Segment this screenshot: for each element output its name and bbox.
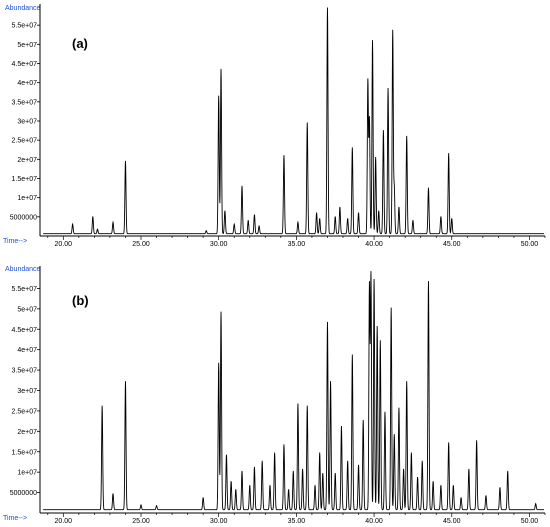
y-tick-label: 5.5e+07 bbox=[12, 23, 38, 30]
x-tick-label: 50.00 bbox=[521, 518, 539, 525]
y-tick-label: 4.5e+07 bbox=[12, 61, 38, 68]
x-tick-label: 45.00 bbox=[443, 518, 461, 525]
panel-a-x-axis-corner-label: Time--> bbox=[3, 238, 27, 245]
panel-b-label: (b) bbox=[72, 293, 89, 308]
y-tick-label: 3.5e+07 bbox=[12, 99, 38, 106]
y-tick-label: 3e+07 bbox=[17, 119, 37, 126]
panel-b-x-axis-corner-label: Time--> bbox=[3, 515, 27, 522]
y-tick-label: 3e+07 bbox=[17, 388, 37, 395]
y-tick-label: 2.5e+07 bbox=[12, 138, 38, 145]
panel-b-y-axis: 5000000 1e+07 1.5e+07 2e+07 2.5e+07 3e+07 3.5e… bbox=[10, 286, 40, 497]
y-tick-label: 1e+07 bbox=[17, 195, 37, 202]
panel-a-y-axis-corner-label: Abundance bbox=[5, 5, 41, 12]
x-tick-label: 40.00 bbox=[365, 518, 383, 525]
x-tick-label: 40.00 bbox=[365, 241, 383, 248]
x-tick-label: 50.00 bbox=[521, 241, 539, 248]
y-tick-label: 1.5e+07 bbox=[12, 449, 38, 456]
y-tick-label: 2e+07 bbox=[17, 157, 37, 164]
y-tick-label: 4e+07 bbox=[17, 80, 37, 87]
x-tick-label: 25.00 bbox=[132, 241, 150, 248]
panel-a-y-axis: 5000000 1e+07 1.5e+07 2e+07 2.5e+07 3e+07 3.5e… bbox=[10, 23, 40, 221]
x-tick-label: 30.00 bbox=[210, 241, 228, 248]
panel-b-x-axis: 20.00 25.00 30.00 35.00 40.00 45.00 50.00 bbox=[47, 513, 546, 525]
chromatogram-panel-b: Abundance Time--> (b) 5000000 1e+07 1.5e+0… bbox=[3, 266, 546, 525]
x-tick-label: 30.00 bbox=[210, 518, 228, 525]
y-tick-label: 2.5e+07 bbox=[12, 408, 38, 415]
x-tick-label: 45.00 bbox=[443, 241, 461, 248]
x-tick-label: 20.00 bbox=[55, 518, 73, 525]
x-tick-label: 35.00 bbox=[288, 518, 306, 525]
panel-b-signal-trace bbox=[43, 271, 545, 511]
y-tick-label: 5e+07 bbox=[17, 42, 37, 49]
y-tick-label: 4.5e+07 bbox=[12, 327, 38, 334]
panel-a-signal-trace bbox=[43, 7, 545, 235]
chromatogram-panel-a: Abundance Time--> (a) 5000000 1e+07 1.5e+0… bbox=[3, 4, 546, 248]
y-tick-label: 2e+07 bbox=[17, 429, 37, 436]
y-tick-label: 5.5e+07 bbox=[12, 286, 38, 293]
y-tick-label: 1.5e+07 bbox=[12, 176, 38, 183]
y-tick-label: 4e+07 bbox=[17, 347, 37, 354]
y-tick-label: 1e+07 bbox=[17, 470, 37, 477]
x-tick-label: 20.00 bbox=[55, 241, 73, 248]
panel-a-x-axis: 20.00 25.00 30.00 35.00 40.00 45.00 50.00 bbox=[47, 236, 546, 248]
panel-a-label: (a) bbox=[72, 36, 88, 51]
y-tick-label: 5000000 bbox=[10, 490, 37, 497]
x-tick-label: 25.00 bbox=[132, 518, 150, 525]
y-tick-label: 5e+07 bbox=[17, 306, 37, 313]
x-tick-label: 35.00 bbox=[288, 241, 306, 248]
panel-b-y-axis-corner-label: Abundance bbox=[5, 266, 41, 273]
y-tick-label: 5000000 bbox=[10, 214, 37, 221]
y-tick-label: 3.5e+07 bbox=[12, 368, 38, 375]
